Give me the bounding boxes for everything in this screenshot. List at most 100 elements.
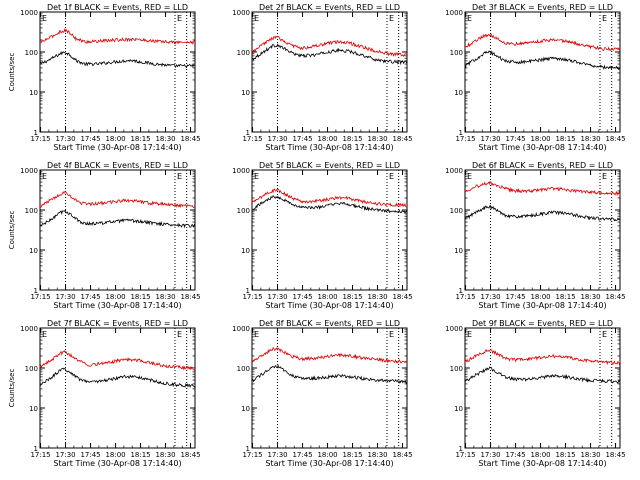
y-tick-label: 1000: [232, 325, 250, 333]
x-tick-label: 18:45: [180, 451, 200, 459]
panel-title: Det 9f BLACK = Events, RED = LLD: [472, 319, 613, 328]
y-tick-label: 1000: [445, 167, 463, 175]
x-axis-label: Start Time (30-Apr-08 17:14:40): [265, 143, 393, 152]
y-axis-label: Counts/sec: [8, 211, 16, 250]
x-tick-label: 18:30: [367, 451, 387, 459]
y-tick-label: 1: [459, 129, 463, 137]
event-marker-label: E: [602, 172, 607, 181]
x-tick-label: 17:30: [480, 451, 500, 459]
panel-title: Det 7f BLACK = Events, RED = LLD: [47, 319, 188, 328]
y-tick-label: 1000: [445, 325, 463, 333]
y-tick-label: 10: [241, 89, 250, 97]
x-tick-label: 18:45: [605, 451, 625, 459]
x-tick-label: 17:15: [242, 135, 262, 143]
x-tick-label: 17:45: [80, 293, 100, 301]
y-tick-label: 100: [25, 49, 38, 57]
plot-frame: [464, 169, 621, 291]
x-tick-label: 17:30: [480, 135, 500, 143]
x-tick-label: 18:30: [367, 135, 387, 143]
y-tick-label: 1: [246, 129, 250, 137]
event-marker-label: E: [467, 330, 472, 339]
x-tick-label: 18:30: [155, 451, 175, 459]
x-tick-label: 18:30: [580, 451, 600, 459]
events-series-line: [251, 43, 408, 66]
y-tick-label: 10: [29, 405, 38, 413]
y-tick-label: 100: [25, 207, 38, 215]
y-tick-label: 10: [29, 247, 38, 255]
x-tick-label: 17:30: [480, 293, 500, 301]
x-tick-label: 17:30: [267, 451, 287, 459]
event-marker-label: E: [467, 14, 472, 23]
y-tick-label: 1: [459, 287, 463, 295]
x-tick-label: 17:30: [55, 293, 75, 301]
event-marker-label: E: [254, 172, 259, 181]
x-axis-label: Start Time (30-Apr-08 17:14:40): [53, 143, 181, 152]
x-tick-label: 18:00: [317, 293, 337, 301]
plot-frame: [39, 169, 196, 291]
event-marker-label: E: [389, 14, 394, 23]
y-tick-label: 1: [34, 287, 38, 295]
events-series-line: [464, 366, 621, 385]
x-tick-label: 18:30: [155, 293, 175, 301]
x-tick-label: 18:30: [155, 135, 175, 143]
x-axis-label: Start Time (30-Apr-08 17:14:40): [265, 301, 393, 310]
x-tick-label: 17:30: [55, 451, 75, 459]
x-axis-label: Start Time (30-Apr-08 17:14:40): [478, 301, 606, 310]
event-marker-label: E: [602, 330, 607, 339]
lld-series-line: [39, 27, 196, 45]
x-tick-label: 18:15: [342, 293, 362, 301]
x-axis-label: Start Time (30-Apr-08 17:14:40): [478, 459, 606, 468]
x-tick-label: 18:00: [105, 293, 125, 301]
x-tick-label: 18:00: [105, 135, 125, 143]
y-tick-label: 100: [237, 207, 250, 215]
x-tick-label: 18:30: [367, 293, 387, 301]
y-tick-label: 10: [454, 89, 463, 97]
y-tick-label: 1000: [20, 167, 38, 175]
x-tick-label: 18:45: [605, 135, 625, 143]
x-tick-label: 18:15: [555, 451, 575, 459]
x-tick-label: 17:30: [267, 293, 287, 301]
panel-title: Det 5f BLACK = Events, RED = LLD: [259, 161, 400, 170]
plot-frame: [251, 327, 408, 449]
plot-frame: [251, 11, 408, 133]
event-marker-label: E: [389, 172, 394, 181]
y-tick-label: 1000: [20, 9, 38, 17]
event-marker-label: E: [602, 14, 607, 23]
event-marker-label: E: [467, 172, 472, 181]
x-tick-label: 18:45: [392, 293, 412, 301]
panel-title: Det 8f BLACK = Events, RED = LLD: [259, 319, 400, 328]
y-tick-label: 1000: [20, 325, 38, 333]
x-tick-label: 18:45: [392, 451, 412, 459]
x-tick-label: 17:45: [80, 451, 100, 459]
x-tick-label: 17:15: [455, 451, 475, 459]
panel-title: Det 1f BLACK = Events, RED = LLD: [47, 3, 188, 12]
detector-panel: Det 5f BLACK = Events, RED = LLD 1 10 100 10…: [232, 161, 412, 310]
lld-series-line: [39, 350, 196, 371]
y-tick-label: 10: [241, 405, 250, 413]
event-marker-label: E: [177, 14, 182, 23]
x-tick-label: 18:00: [530, 451, 550, 459]
event-marker-label: E: [254, 14, 259, 23]
lld-series-line: [39, 191, 196, 209]
x-tick-label: 17:45: [505, 293, 525, 301]
detector-panel: Det 2f BLACK = Events, RED = LLD 1 10 100 10…: [232, 3, 412, 152]
x-axis-label: Start Time (30-Apr-08 17:14:40): [53, 459, 181, 468]
x-tick-label: 18:00: [105, 451, 125, 459]
x-tick-label: 17:15: [455, 293, 475, 301]
y-tick-label: 100: [450, 49, 463, 57]
y-tick-label: 1000: [232, 167, 250, 175]
panel-title: Det 3f BLACK = Events, RED = LLD: [472, 3, 613, 12]
event-marker-label: E: [177, 330, 182, 339]
y-tick-label: 100: [237, 365, 250, 373]
detector-panel: Det 8f BLACK = Events, RED = LLD 1 10 100 10…: [232, 319, 412, 468]
x-tick-label: 17:15: [242, 293, 262, 301]
x-tick-label: 18:15: [555, 135, 575, 143]
x-tick-label: 18:45: [392, 135, 412, 143]
events-series-line: [251, 363, 408, 385]
lld-series-line: [251, 347, 408, 364]
detector-panel: Det 6f BLACK = Events, RED = LLD 1 10 100 10…: [445, 161, 625, 310]
x-tick-label: 17:15: [455, 135, 475, 143]
detector-panel: Det 4f BLACK = Events, RED = LLD 1 10 100 10…: [8, 161, 201, 310]
x-tick-label: 18:30: [580, 135, 600, 143]
x-tick-label: 18:00: [317, 451, 337, 459]
